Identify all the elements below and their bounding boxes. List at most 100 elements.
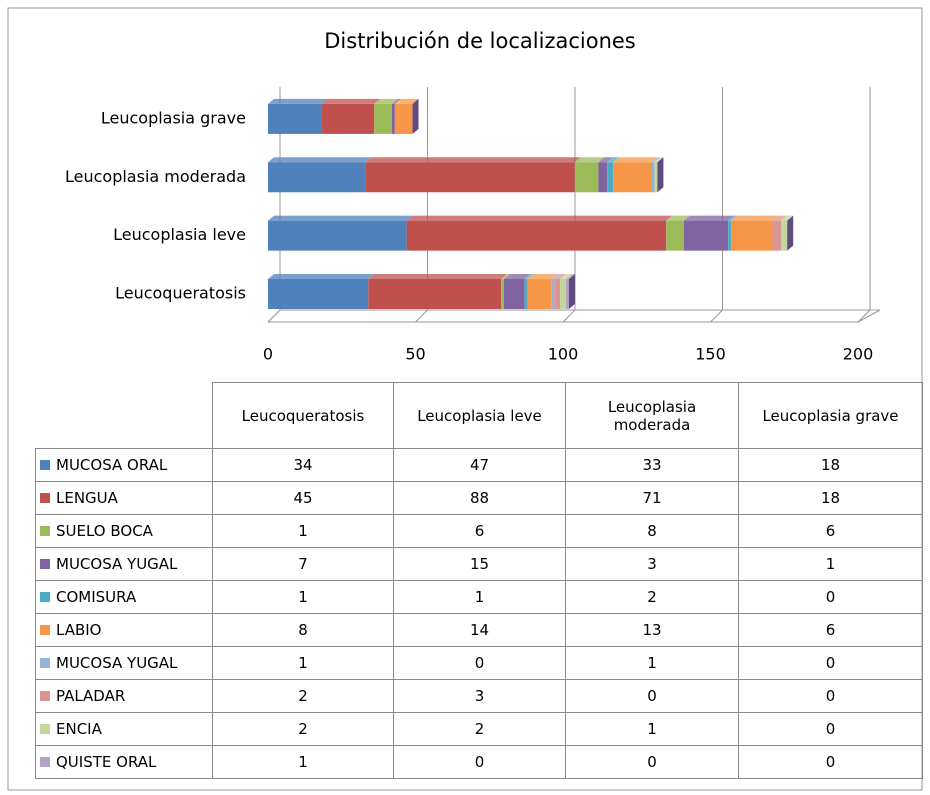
legend-swatch: [40, 658, 50, 668]
table-row: QUISTE ORAL 1 0 0 0: [35, 745, 923, 779]
bar: [560, 279, 566, 309]
legend-label: LENGUA: [56, 489, 118, 507]
legend-swatch: [40, 724, 50, 734]
bar: [654, 162, 658, 193]
bar: [613, 162, 652, 193]
x-tick-label: 50: [405, 345, 425, 364]
legend-cell: MUCOSA ORAL: [35, 448, 213, 482]
grid-line: [710, 87, 723, 323]
table-cell: 0: [738, 745, 923, 779]
table-cell: 8: [212, 613, 394, 647]
bar-top: [374, 98, 398, 104]
bar-top: [268, 157, 372, 163]
table-cell: 18: [738, 481, 923, 515]
bar: [268, 220, 407, 251]
bar-top: [368, 274, 508, 279]
bar: [365, 162, 575, 193]
bar-top: [268, 274, 375, 279]
legend-swatch: [40, 691, 50, 701]
table-cell: 6: [393, 514, 566, 548]
table-cell: 2: [565, 580, 739, 614]
bar: [781, 220, 788, 251]
table-cell: 13: [565, 613, 739, 647]
bar: [728, 220, 732, 251]
table-cell: 1: [393, 580, 566, 614]
bar-top: [772, 215, 788, 221]
table-corner: [35, 382, 213, 449]
x-tick-label: 150: [695, 345, 726, 364]
table-cell: 0: [393, 745, 566, 779]
table-cell: 71: [565, 481, 739, 515]
bar-top: [613, 157, 658, 163]
table-cell: 6: [738, 613, 923, 647]
legend-cell: SUELO BOCA: [35, 514, 213, 548]
bar-top: [683, 215, 735, 221]
table-header: Leucoplasia grave: [738, 382, 923, 449]
bar: [598, 162, 608, 193]
table-cell: 7: [212, 547, 394, 581]
y-tick-label: Leucoplasia leve: [113, 225, 246, 244]
bar: [565, 279, 569, 309]
table-cell: 2: [212, 712, 394, 746]
table-cell: 0: [565, 745, 739, 779]
bar-top: [554, 274, 567, 279]
legend-cell: COMISURA: [35, 580, 213, 614]
bar-top: [504, 274, 531, 279]
legend-swatch: [40, 493, 50, 503]
table-cell: 1: [212, 646, 394, 680]
bar: [406, 220, 667, 251]
table-cell: 14: [393, 613, 566, 647]
table-row: LABIO 8 14 13 6: [35, 613, 923, 647]
legend-label: COMISURA: [56, 588, 137, 606]
bar-top: [565, 274, 575, 279]
legend-cell: MUCOSA YUGAL: [35, 646, 213, 680]
bar-top: [321, 98, 381, 104]
bar-top: [781, 215, 794, 221]
bar-end: [787, 215, 794, 251]
table-cell: 34: [212, 448, 394, 482]
bar: [268, 103, 322, 134]
y-tick-label: Leucoqueratosis: [115, 284, 246, 303]
table-row: LENGUA 45 88 71 18: [35, 481, 923, 515]
table-cell: 1: [212, 514, 394, 548]
bar-top: [607, 157, 620, 163]
table-header: Leucoplasia leve: [393, 382, 566, 449]
bar: [268, 162, 366, 193]
chart-title: Distribución de localizaciones: [324, 29, 635, 53]
table-row: MUCOSA ORAL 34 47 33 18: [35, 448, 923, 482]
table-cell: 1: [738, 547, 923, 581]
legend-cell: ENCIA: [35, 712, 213, 746]
bar: [524, 279, 528, 309]
table-cell: 3: [393, 679, 566, 713]
y-tick-label: Leucoplasia grave: [101, 108, 246, 127]
bar: [651, 162, 655, 193]
table-row: ENCIA 2 2 1 0: [35, 712, 923, 746]
bar-end: [568, 274, 575, 309]
table-row: SUELO BOCA 1 6 8 6: [35, 514, 923, 548]
bar: [683, 220, 729, 251]
bar: [551, 279, 555, 309]
y-tick-label: Leucoplasia moderada: [65, 167, 246, 186]
legend-swatch: [40, 592, 50, 602]
table-cell: 1: [565, 712, 739, 746]
legend-label: LABIO: [56, 621, 102, 639]
x-tick-label: 200: [843, 345, 874, 364]
bar-top: [365, 157, 581, 163]
x-tick-label: 0: [263, 345, 273, 364]
bar-top: [728, 215, 738, 221]
bar: [607, 162, 614, 193]
table-cell: 3: [565, 547, 739, 581]
table-cell: 18: [738, 448, 923, 482]
bar-top: [574, 157, 605, 163]
legend-cell: LABIO: [35, 613, 213, 647]
table-row: PALADAR 2 3 0 0: [35, 679, 923, 713]
bar-end: [657, 157, 664, 193]
legend-swatch: [40, 526, 50, 536]
table-cell: 88: [393, 481, 566, 515]
legend-swatch: [40, 559, 50, 569]
table-cell: 33: [565, 448, 739, 482]
bar: [391, 103, 395, 134]
grid-line: [857, 87, 871, 323]
bar: [368, 279, 502, 309]
